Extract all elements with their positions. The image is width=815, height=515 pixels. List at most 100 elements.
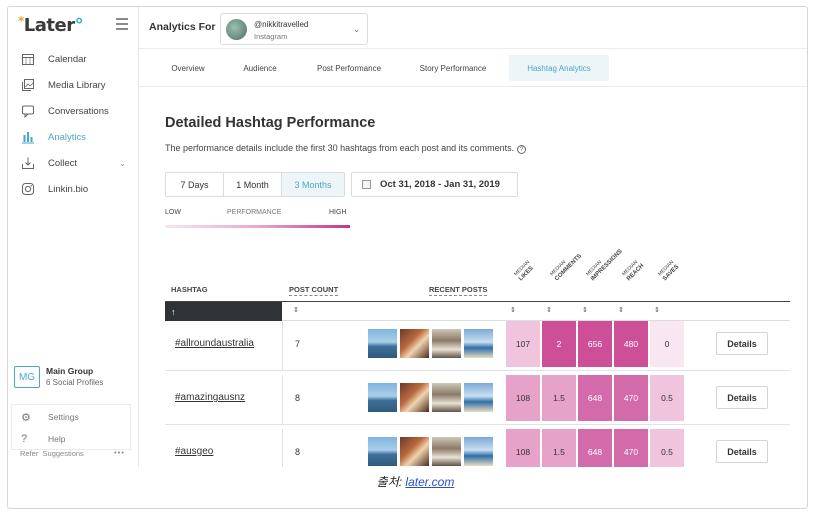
sort-row: ↑ ⇕ ⇕ ⇕ ⇕ ⇕ ⇕ bbox=[165, 301, 790, 321]
chat-icon bbox=[22, 105, 34, 118]
impressions-cell: 656 bbox=[578, 321, 612, 367]
post-thumbnail[interactable] bbox=[400, 329, 429, 358]
range-3-months[interactable]: 3 Months bbox=[282, 173, 344, 196]
top-bar: Analytics For @nikkitravelled Instagram … bbox=[139, 7, 807, 49]
range-1-month[interactable]: 1 Month bbox=[224, 173, 282, 196]
post-thumbnail[interactable] bbox=[368, 329, 397, 358]
col-header-recent-posts: RECENT POSTS bbox=[429, 285, 488, 296]
refer-links: Refer Suggestions ••• bbox=[20, 448, 124, 458]
column-divider bbox=[282, 429, 283, 467]
impressions-cell: 648 bbox=[578, 375, 612, 421]
sidebar-item-collect[interactable]: Collect ⌄ bbox=[8, 151, 138, 175]
sidebar-item-help[interactable]: ? Help bbox=[21, 433, 66, 445]
post-thumbnail[interactable] bbox=[464, 329, 493, 358]
details-button[interactable]: Details bbox=[716, 440, 768, 463]
main-content: Detailed Hashtag Performance The perform… bbox=[139, 87, 807, 467]
comments-cell: 1.5 bbox=[542, 375, 576, 421]
post-thumbnail[interactable] bbox=[432, 437, 461, 466]
gear-icon: ⚙ bbox=[21, 411, 31, 424]
sort-saves-icon[interactable]: ⇕ bbox=[654, 307, 660, 314]
bar-chart-icon bbox=[22, 132, 34, 144]
post-thumbnail[interactable] bbox=[432, 329, 461, 358]
analytics-tabs: Overview Audience Post Performance Story… bbox=[139, 49, 807, 87]
col-header-post-count[interactable]: POST COUNT bbox=[289, 285, 339, 296]
reach-cell: 470 bbox=[614, 375, 648, 421]
profile-group[interactable]: MG Main Group 6 Social Profiles bbox=[14, 362, 132, 392]
details-button[interactable]: Details bbox=[716, 332, 768, 355]
group-name: Main Group bbox=[46, 366, 94, 376]
post-count-value: 8 bbox=[295, 393, 301, 403]
details-button[interactable]: Details bbox=[716, 386, 768, 409]
media-library-icon bbox=[22, 79, 34, 91]
sidebar-item-calendar[interactable]: Calendar bbox=[8, 47, 138, 71]
sort-post-count-icon[interactable]: ⇕ bbox=[293, 307, 299, 314]
post-thumbnail[interactable] bbox=[400, 437, 429, 466]
analytics-for-label: Analytics For bbox=[149, 21, 216, 33]
reach-cell: 470 bbox=[614, 429, 648, 467]
sidebar-bottom-menu: ⚙ Settings ? Help bbox=[11, 404, 131, 450]
sidebar-item-media-library[interactable]: Media Library bbox=[8, 73, 138, 97]
recent-posts-thumbnails bbox=[368, 437, 496, 466]
sidebar-item-analytics[interactable]: Analytics bbox=[8, 125, 138, 149]
tab-audience[interactable]: Audience bbox=[243, 63, 277, 73]
sort-likes-icon[interactable]: ⇕ bbox=[510, 307, 516, 314]
more-icon[interactable]: ••• bbox=[114, 448, 125, 457]
calendar-icon bbox=[22, 54, 34, 65]
chevron-down-icon[interactable]: ⌄ bbox=[119, 158, 126, 168]
later-logo[interactable]: *Later° bbox=[18, 14, 84, 36]
performance-gradient-bar bbox=[165, 225, 350, 228]
help-icon: ? bbox=[21, 433, 28, 445]
suggestions-link[interactable]: Suggestions bbox=[42, 449, 84, 458]
sort-impressions-icon[interactable]: ⇕ bbox=[582, 307, 588, 314]
post-thumbnail[interactable] bbox=[400, 383, 429, 412]
tab-overview[interactable]: Overview bbox=[171, 63, 205, 73]
range-7-days[interactable]: 7 Days bbox=[166, 173, 224, 196]
sidebar-item-conversations[interactable]: Conversations bbox=[8, 99, 138, 123]
hashtag-link[interactable]: #allroundaustralia bbox=[175, 338, 254, 349]
post-thumbnail[interactable] bbox=[368, 437, 397, 466]
post-thumbnail[interactable] bbox=[464, 383, 493, 412]
instagram-icon bbox=[22, 183, 34, 195]
sidebar-item-settings[interactable]: ⚙ Settings bbox=[21, 411, 79, 424]
date-range-value: Oct 31, 2018 - Jan 31, 2019 bbox=[380, 179, 500, 190]
account-avatar bbox=[226, 19, 247, 40]
source-link[interactable]: later.com bbox=[405, 475, 455, 489]
help-circle-icon[interactable]: ? bbox=[517, 145, 527, 154]
column-divider bbox=[282, 321, 283, 371]
post-thumbnail[interactable] bbox=[368, 383, 397, 412]
col-header-hashtag[interactable]: HASHTAG bbox=[171, 285, 208, 294]
recent-posts-thumbnails bbox=[368, 329, 496, 358]
date-range-picker[interactable]: Oct 31, 2018 - Jan 31, 2019 bbox=[351, 172, 518, 197]
post-thumbnail[interactable] bbox=[464, 437, 493, 466]
post-thumbnail[interactable] bbox=[432, 383, 461, 412]
page-description: The performance details include the firs… bbox=[165, 143, 527, 154]
app-window: *Later° Calendar Media Library Conversat… bbox=[7, 6, 808, 509]
time-range-selector: 7 Days 1 Month 3 Months bbox=[165, 172, 345, 197]
sort-hashtag-button[interactable]: ↑ bbox=[165, 302, 282, 321]
saves-cell: 0.5 bbox=[650, 429, 684, 467]
sort-reach-icon[interactable]: ⇕ bbox=[618, 307, 624, 314]
tab-hashtag-analytics[interactable]: Hashtag Analytics bbox=[509, 55, 609, 81]
sort-comments-icon[interactable]: ⇕ bbox=[546, 307, 552, 314]
hamburger-menu-icon[interactable] bbox=[116, 18, 128, 33]
tab-post-performance[interactable]: Post Performance bbox=[316, 63, 382, 73]
refer-link[interactable]: Refer bbox=[20, 449, 39, 458]
table-row: #amazingausnz 8 108 1.5 648 470 0.5 Details bbox=[165, 375, 790, 425]
account-selector[interactable]: @nikkitravelled Instagram ⌄ bbox=[220, 13, 368, 45]
tab-story-performance[interactable]: Story Performance bbox=[419, 63, 487, 73]
account-network: Instagram bbox=[254, 32, 288, 41]
sidebar-item-linkin-bio[interactable]: Linkin.bio bbox=[8, 177, 138, 201]
impressions-cell: 648 bbox=[578, 429, 612, 467]
table-row: #allroundaustralia 7 107 2 656 480 0 Details bbox=[165, 321, 790, 371]
column-divider bbox=[282, 375, 283, 425]
hashtag-link[interactable]: #amazingausnz bbox=[175, 392, 246, 403]
likes-cell: 107 bbox=[506, 321, 540, 367]
inbox-icon bbox=[22, 157, 34, 169]
hashtag-link[interactable]: #ausgeo bbox=[175, 446, 214, 457]
comments-cell: 2 bbox=[542, 321, 576, 367]
likes-cell: 108 bbox=[506, 429, 540, 467]
post-count-value: 8 bbox=[295, 447, 301, 457]
account-handle: @nikkitravelled bbox=[254, 20, 309, 29]
recent-posts-thumbnails bbox=[368, 383, 496, 412]
source-caption: 출처: later.com bbox=[376, 475, 455, 489]
